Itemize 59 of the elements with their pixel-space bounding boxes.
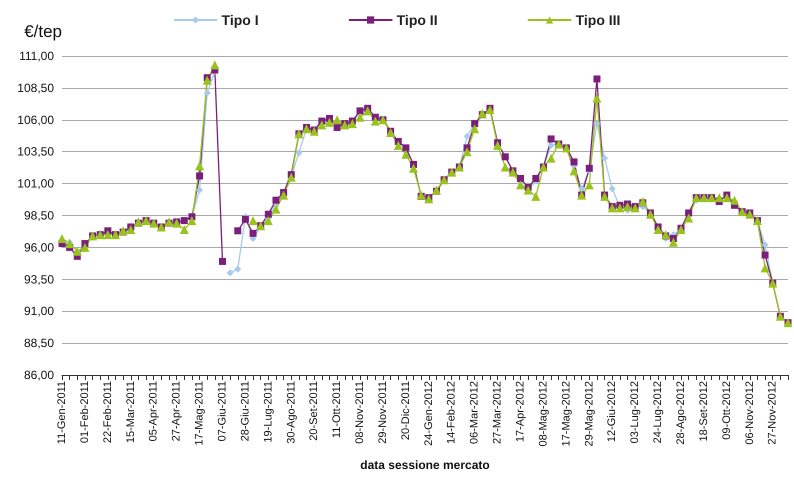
- point: [226, 269, 234, 276]
- x-tick-label: 29-Nov-2011: [376, 381, 389, 444]
- x-tick-label: 17-Apr-2012: [514, 381, 527, 442]
- x-tick-label: 30-Ago-2011: [285, 381, 298, 444]
- legend-label: Tipo III: [576, 12, 620, 28]
- point: [295, 149, 302, 156]
- x-tick-label: 22-Feb-2011: [102, 381, 114, 444]
- x-tick-label: 20-Dic-2011: [400, 381, 412, 440]
- point: [234, 266, 242, 273]
- x-tick-label: 29-Mag-2012: [583, 381, 596, 446]
- y-tick-label: 96,00: [24, 240, 54, 254]
- y-tick-label: 86,00: [24, 368, 54, 382]
- x-tick-label: 19-Lug-2011: [262, 381, 274, 443]
- y-tick-label: 103,50: [17, 144, 54, 159]
- x-tick-label: 28-Ago-2012: [675, 381, 688, 445]
- legend-label: Tipo II: [396, 12, 438, 28]
- point: [601, 154, 608, 162]
- x-tick-label: 01-Feb-2011: [78, 381, 91, 444]
- x-tick-label: 07-Giu-2011: [216, 381, 228, 442]
- point: [464, 132, 471, 140]
- x-tick-label: 08-Mag-2012: [537, 381, 550, 446]
- x-tick-label: 14-Feb-2012: [446, 381, 458, 444]
- point: [204, 90, 211, 97]
- x-tick-label: 06-Nov-2012: [744, 381, 756, 445]
- x-tick-label: 12-Giu-2012: [606, 381, 618, 442]
- point: [548, 142, 555, 149]
- point: [608, 185, 616, 192]
- y-tick-label: 111,00: [19, 49, 54, 63]
- y-tick-label: 93,50: [24, 272, 54, 286]
- x-tick-label: 11-Ott-2011: [331, 381, 344, 438]
- y-tick-label: 88,50: [24, 336, 54, 350]
- x-tick-label: 24-Lug-2012: [652, 381, 664, 444]
- y-tick-label: 91,00: [24, 304, 54, 318]
- x-tick-label: 15-Mar-2011: [124, 381, 137, 444]
- x-tick-label: 03-Lug-2012: [629, 381, 642, 444]
- y-tick-label: 98,50: [24, 208, 54, 222]
- y-tick-label: 106,00: [17, 112, 54, 127]
- x-tick-label: 27-Nov-2012: [766, 381, 779, 445]
- x-tick-label: 18-Set-2012: [698, 381, 710, 442]
- y-tick-label: 101,00: [17, 176, 54, 191]
- y-tick-label: 108,50: [17, 80, 54, 95]
- point: [578, 185, 586, 192]
- x-tick-label: 09-Ott-2012: [720, 381, 733, 440]
- x-tick-label: 08-Nov-2011: [354, 381, 366, 444]
- x-tick-label: 17-Mag-2011: [194, 381, 206, 446]
- legend-label: Tipo I: [222, 12, 259, 28]
- point: [762, 241, 769, 248]
- x-tick-label: 17-Mag-2012: [560, 381, 572, 446]
- y-axis-title: €/tep: [24, 22, 62, 41]
- x-tick-label: 24-Gen-2012: [422, 381, 435, 446]
- x-tick-label: 05-Apr-2011: [148, 381, 160, 442]
- x-tick-label: 11-Gen-2011: [56, 381, 68, 444]
- x-tick-label: 28-Giu-2011: [239, 381, 252, 442]
- x-tick-label: 27-Mar-2012: [492, 381, 504, 444]
- x-tick-label: 20-Set-2011: [308, 381, 320, 441]
- point: [196, 186, 204, 194]
- x-tick-label: 06-Mar-2012: [468, 381, 481, 444]
- x-axis-title: data sessione mercato: [360, 458, 490, 472]
- x-tick-label: 27-Apr-2011: [170, 381, 183, 442]
